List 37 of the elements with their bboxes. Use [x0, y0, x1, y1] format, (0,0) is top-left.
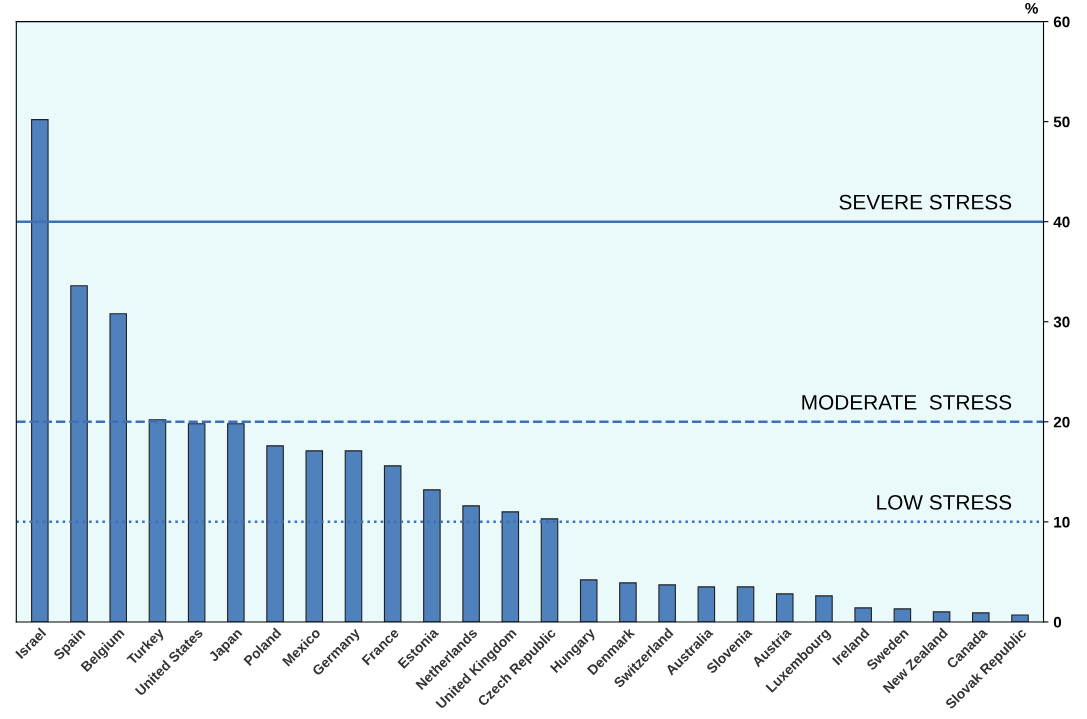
bar	[31, 119, 49, 622]
y-tick-label: 10	[1054, 516, 1070, 528]
bar	[540, 518, 559, 622]
bar	[697, 586, 716, 622]
ref-line-label: LOW STRESS	[877, 495, 1012, 510]
bar	[501, 511, 520, 622]
y-tick-label: 40	[1053, 216, 1070, 228]
bar	[736, 586, 755, 622]
bar	[383, 465, 402, 622]
bar	[227, 423, 245, 622]
bar	[932, 611, 951, 622]
bar	[423, 489, 441, 622]
bar	[972, 612, 990, 622]
bar	[854, 607, 872, 622]
bar	[70, 285, 88, 622]
bar	[815, 595, 833, 622]
bar	[619, 582, 637, 622]
bar	[462, 505, 480, 622]
bar	[266, 445, 284, 622]
bar	[658, 584, 676, 622]
y-tick-label: 30	[1053, 316, 1070, 328]
bar	[305, 450, 324, 622]
y-tick-label: 60	[1053, 16, 1070, 28]
ref-line-label: SEVERE STRESS	[839, 194, 1012, 210]
bar	[775, 593, 794, 622]
bar	[109, 313, 128, 622]
bar	[579, 579, 598, 622]
ref-line-label: MODERATE STRESS	[802, 394, 1012, 410]
bar	[148, 419, 167, 622]
bar	[1011, 614, 1029, 622]
y-tick-label: 50	[1053, 116, 1070, 128]
y-tick-label: 20	[1053, 416, 1070, 428]
bar	[344, 450, 363, 622]
y-axis-title: %	[1025, 2, 1038, 14]
y-tick-label: 0	[1053, 616, 1062, 628]
bar	[893, 608, 912, 622]
bar	[187, 423, 206, 622]
